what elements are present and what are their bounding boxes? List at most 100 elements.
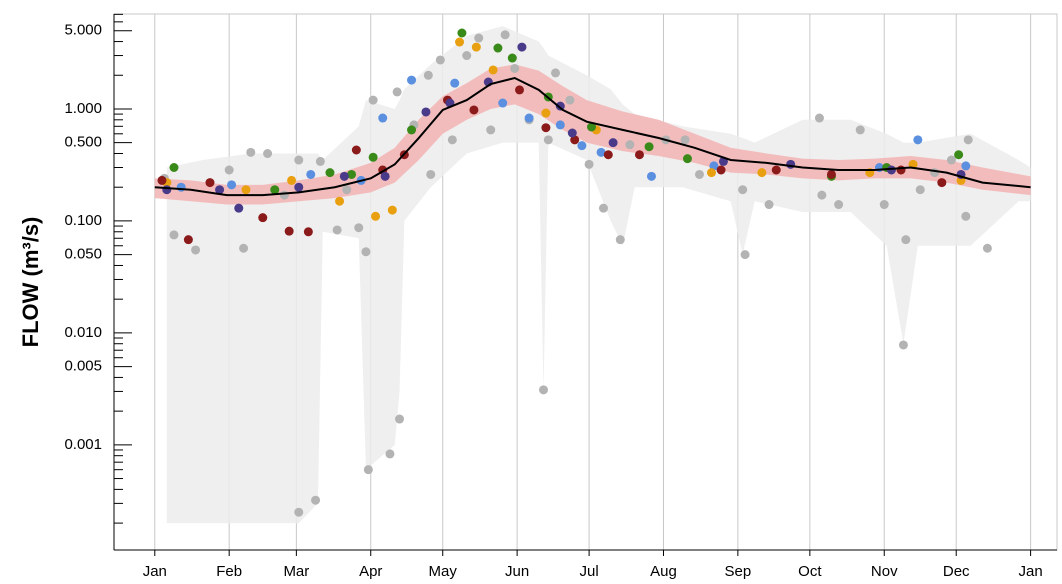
point <box>455 37 465 47</box>
point <box>263 149 273 159</box>
y-axis-label: FLOW (m³/s) <box>18 217 43 348</box>
point <box>507 53 517 63</box>
point <box>946 155 956 165</box>
point <box>625 140 635 150</box>
x-tick-label: Jan <box>143 563 167 580</box>
point <box>961 161 971 171</box>
x-tick-label: Jul <box>580 563 599 580</box>
point <box>315 156 325 166</box>
point <box>738 185 748 195</box>
point <box>469 105 479 115</box>
point <box>294 155 304 165</box>
x-tick-label: Oct <box>798 563 822 580</box>
point <box>311 495 321 505</box>
point <box>541 108 551 118</box>
point <box>879 200 889 210</box>
point <box>387 205 397 215</box>
point <box>258 213 268 223</box>
point <box>279 190 289 200</box>
point <box>963 135 973 145</box>
point <box>915 185 925 195</box>
point <box>555 120 565 130</box>
point <box>335 196 345 206</box>
point <box>694 169 704 179</box>
point <box>937 178 947 188</box>
point <box>332 225 342 235</box>
band <box>166 26 1031 524</box>
point <box>423 70 433 80</box>
point <box>215 185 225 195</box>
point <box>287 175 297 185</box>
x-tick-label: Mar <box>283 563 309 580</box>
point <box>598 203 608 213</box>
point <box>586 122 596 132</box>
y-tick-label: 5.000 <box>64 22 102 39</box>
x-tick-label: Nov <box>871 563 898 580</box>
point <box>351 145 361 155</box>
x-tick-label: Sep <box>725 563 752 580</box>
point <box>855 125 865 135</box>
point <box>498 98 508 108</box>
point <box>682 154 692 164</box>
point <box>716 165 726 175</box>
point <box>771 165 781 175</box>
point <box>500 30 510 40</box>
point <box>339 171 349 181</box>
point <box>764 200 774 210</box>
x-tick-label: Apr <box>359 563 382 580</box>
y-tick-label: 0.100 <box>64 212 102 229</box>
point <box>176 182 186 192</box>
point <box>834 200 844 210</box>
y-tick-label: 0.010 <box>64 324 102 341</box>
point <box>706 168 716 178</box>
point <box>543 135 553 145</box>
point <box>325 168 335 178</box>
point <box>224 165 234 175</box>
point <box>596 147 606 157</box>
point <box>817 190 827 200</box>
point <box>303 227 313 237</box>
point <box>510 63 520 73</box>
point <box>786 159 796 169</box>
point <box>488 65 498 75</box>
point <box>680 135 690 145</box>
point <box>486 125 496 135</box>
point <box>234 203 244 213</box>
point <box>380 171 390 181</box>
y-tick-label: 0.050 <box>64 246 102 263</box>
point <box>368 95 378 105</box>
point <box>294 182 304 192</box>
y-tick-label: 0.500 <box>64 134 102 151</box>
point <box>378 113 388 123</box>
point <box>474 33 484 43</box>
point <box>896 165 906 175</box>
plot-data <box>154 26 1031 524</box>
point <box>246 147 256 157</box>
point <box>539 385 549 395</box>
x-tick-label: Aug <box>650 563 677 580</box>
point <box>541 123 551 133</box>
point <box>551 68 561 78</box>
point <box>608 138 618 148</box>
point <box>421 107 431 117</box>
point <box>913 135 923 145</box>
point <box>270 185 280 195</box>
y-tick-label: 0.001 <box>64 436 102 453</box>
point <box>901 235 911 245</box>
point <box>191 245 201 255</box>
point <box>961 211 971 221</box>
point <box>241 185 251 195</box>
y-tick-label: 0.005 <box>64 358 102 375</box>
point <box>634 150 644 160</box>
point <box>570 135 580 145</box>
point <box>306 169 316 179</box>
point <box>183 235 193 245</box>
point <box>555 101 565 111</box>
point <box>954 150 964 160</box>
point <box>407 125 417 135</box>
point <box>385 449 395 459</box>
x-tick-label: Dec <box>943 563 970 580</box>
x-tick-label: Jan <box>1019 563 1043 580</box>
